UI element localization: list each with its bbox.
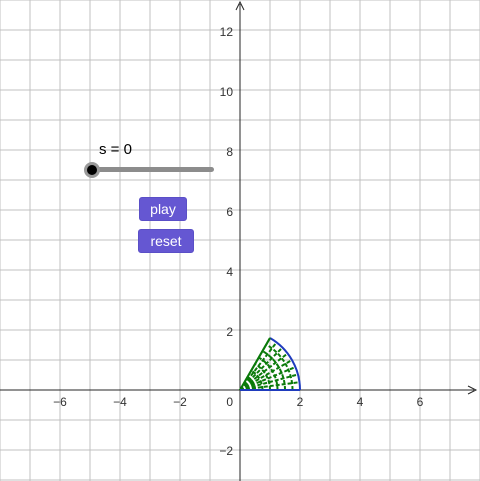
- y-tick-label: 4: [226, 265, 233, 279]
- sector-mesh-spoke: [239, 352, 289, 391]
- y-tick-label: 10: [220, 85, 234, 99]
- x-tick-label: 4: [357, 395, 364, 409]
- x-tick-labels: −6 −4 −2 2 4 6: [53, 395, 424, 409]
- sector-mesh-arc: [261, 350, 286, 391]
- reset-button[interactable]: reset: [138, 229, 194, 253]
- y-tick-label: 2: [226, 325, 233, 339]
- y-axis-arrow-icon: [235, 0, 245, 11]
- y-tick-label: 6: [226, 205, 233, 219]
- sector-mesh-spoke: [239, 366, 296, 391]
- slider-track[interactable]: [93, 167, 214, 172]
- x-tick-label: −2: [173, 395, 187, 409]
- sector-mesh-arc: [250, 369, 264, 391]
- sector-shape: [239, 337, 301, 391]
- slider-label: s = 0: [99, 141, 132, 158]
- sector-mesh-spoke: [239, 381, 300, 391]
- x-tick-label: 6: [417, 395, 424, 409]
- sector-edge: [239, 337, 271, 391]
- x-tick-label: −6: [53, 395, 67, 409]
- sector-mesh-spoke: [239, 359, 293, 391]
- sector-outer-arc: [269, 337, 301, 391]
- sector-mesh-arc: [265, 343, 294, 391]
- y-tick-label: 8: [226, 145, 233, 159]
- x-axis-arrow-icon: [467, 385, 478, 395]
- y-tick-label: −2: [219, 444, 233, 458]
- y-tick-labels: 12 10 8 6 4 2 −2: [219, 25, 233, 458]
- slider-knob[interactable]: [84, 162, 100, 178]
- y-tick-label: 12: [220, 25, 234, 39]
- play-button[interactable]: play: [139, 197, 187, 221]
- sector-mesh-spoke: [239, 373, 299, 391]
- x-tick-label: −4: [113, 395, 127, 409]
- sector-mesh-spoke: [239, 346, 284, 391]
- origin-label: 0: [226, 395, 233, 409]
- x-tick-label: 2: [297, 395, 304, 409]
- sector-mesh-spoke: [239, 341, 278, 391]
- sector-mesh-arc: [254, 363, 271, 391]
